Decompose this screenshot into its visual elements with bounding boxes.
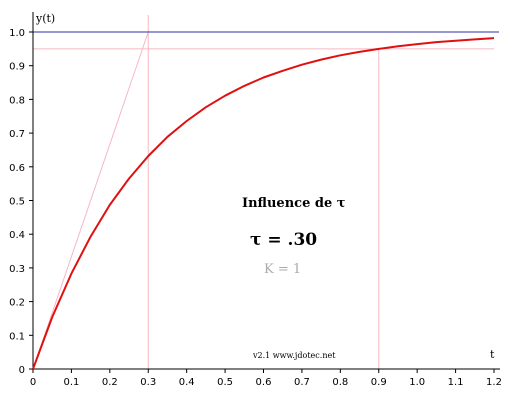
x-tick-label: 1.2	[486, 377, 502, 388]
x-tick-label: 1.1	[448, 377, 464, 388]
y-tick-label: 0.1	[9, 331, 25, 342]
y-tick-label: 0.3	[9, 264, 25, 275]
y-tick-label: 0.8	[9, 95, 25, 106]
x-tick-label: 0	[30, 377, 36, 388]
y-tick-label: 0.7	[9, 129, 25, 140]
y-axis-label: y(t)	[35, 12, 55, 25]
x-tick-label: 0.1	[63, 377, 79, 388]
series-layer	[32, 37, 495, 370]
axes	[29, 12, 500, 373]
y-tick-label: 0.5	[9, 197, 25, 208]
tangent-line	[32, 31, 149, 370]
y-tick-label: 0.6	[9, 163, 25, 174]
x-tick-label: 0.8	[332, 377, 348, 388]
reference-lines	[32, 15, 499, 370]
x-axis-label: t	[490, 348, 495, 361]
y-tick-label: 0.9	[9, 62, 25, 73]
y-tick-label: 0	[19, 365, 25, 376]
annotation-gain: K = 1	[264, 262, 301, 277]
x-tick-label: 0.4	[179, 377, 195, 388]
x-tick-label: 0.5	[217, 377, 233, 388]
x-tick-label: 0.7	[294, 377, 310, 388]
x-tick-label: 1.0	[409, 377, 425, 388]
x-tick-label: 0.9	[371, 377, 387, 388]
annotation-tau-value: τ = .30	[250, 230, 317, 250]
y-tick-label: 1.0	[9, 28, 25, 39]
y-tick-label: 0.4	[9, 230, 25, 241]
version-credit: v2.1 www.jdotec.net	[252, 351, 336, 360]
annotation-title: Influence de τ	[242, 196, 346, 211]
x-tick-label: 0.6	[256, 377, 272, 388]
y-tick-label: 0.2	[9, 298, 25, 309]
response-curve	[32, 37, 495, 370]
x-tick-label: 0.2	[102, 377, 118, 388]
x-tick-label: 0.3	[140, 377, 156, 388]
tick-labels: 0 0.1 0.2 0.3 0.4 0.5 0.6 0.7 0.8 0.9 1.0 1.1 1.2 0 0.…	[9, 28, 502, 388]
